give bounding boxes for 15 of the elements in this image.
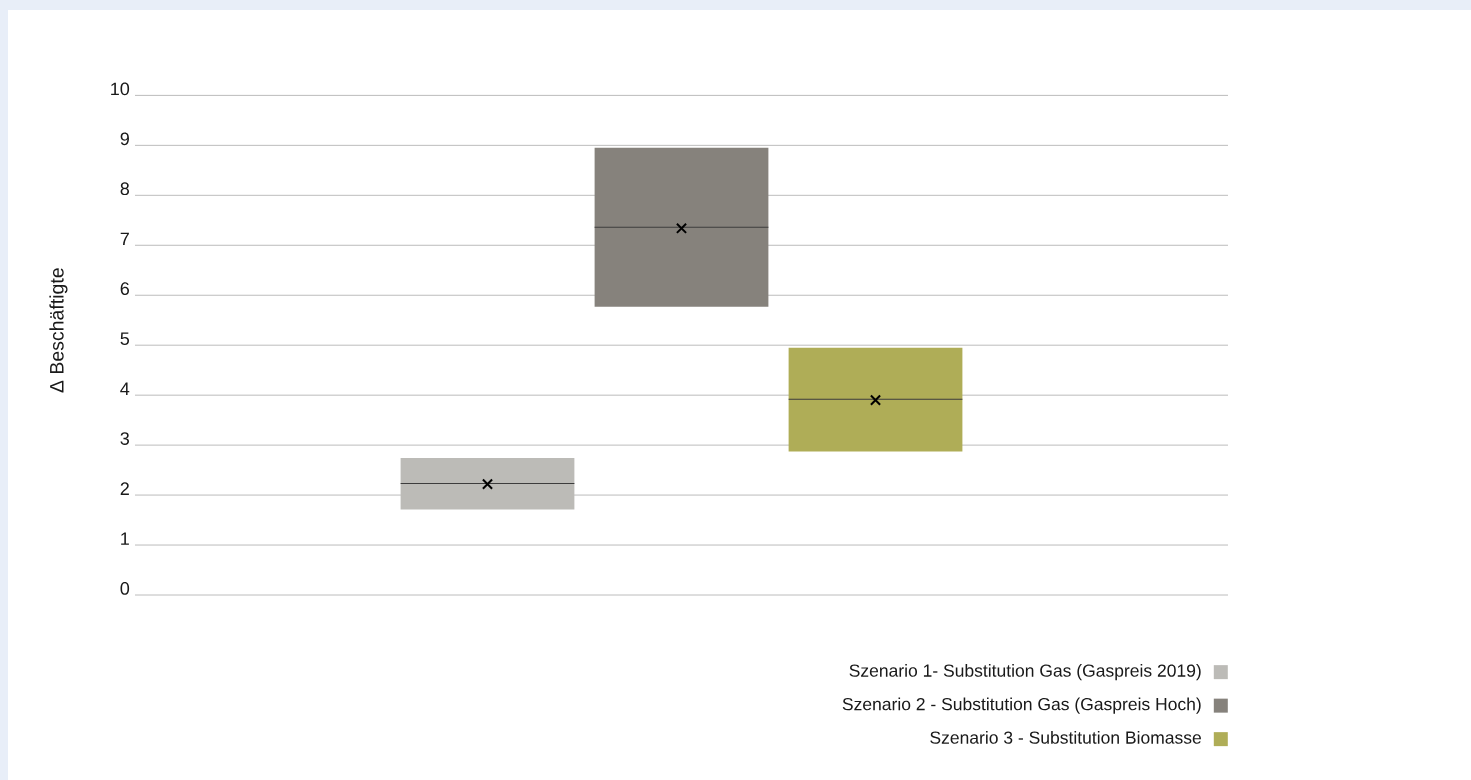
- legend-label: Szenario 2 - Substitution Gas (Gaspreis Hoch): [842, 697, 1201, 714]
- legend-label: Szenario 3 - Substitution Biomasse: [930, 730, 1201, 744]
- y-tick-label: 1: [121, 532, 129, 545]
- y-tick-label: 7: [120, 232, 129, 246]
- y-tick-label: 9: [120, 132, 129, 146]
- y-tick-label: 0: [120, 582, 130, 595]
- y-axis-title: Δ Beschäftigte: [49, 268, 68, 393]
- y-tick-label: 10: [111, 82, 130, 96]
- y-tick-label: 8: [120, 182, 130, 196]
- y-tick-label: 5: [120, 332, 130, 345]
- legend-label: Szenario 1- Substitution Gas (Gaspreis 2019): [849, 663, 1201, 681]
- y-tick-label: 6: [120, 282, 130, 296]
- y-tick-label: 4: [120, 382, 130, 395]
- y-tick-label: 3: [120, 432, 130, 445]
- y-tick-label: 2: [120, 482, 129, 495]
